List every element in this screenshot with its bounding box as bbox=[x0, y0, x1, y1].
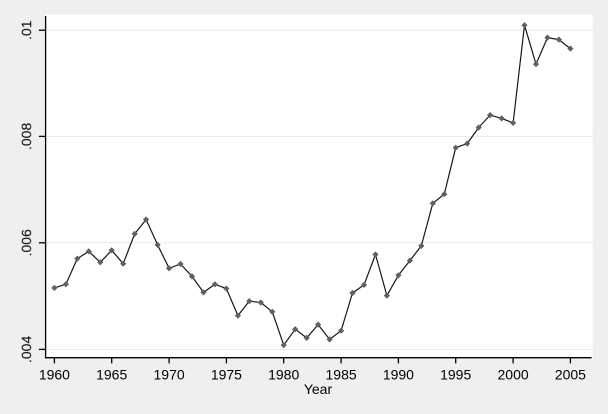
svg-text:1995: 1995 bbox=[440, 367, 471, 383]
svg-text:1965: 1965 bbox=[96, 367, 127, 383]
svg-text:1975: 1975 bbox=[211, 367, 242, 383]
svg-text:.006: .006 bbox=[18, 229, 34, 256]
svg-text:.004: .004 bbox=[18, 336, 34, 363]
svg-text:2000: 2000 bbox=[498, 367, 529, 383]
svg-text:.01: .01 bbox=[18, 20, 34, 40]
svg-text:1960: 1960 bbox=[39, 367, 70, 383]
svg-text:2005: 2005 bbox=[555, 367, 586, 383]
svg-text:1980: 1980 bbox=[268, 367, 299, 383]
svg-text:.008: .008 bbox=[18, 123, 34, 150]
svg-text:1990: 1990 bbox=[383, 367, 414, 383]
svg-text:1985: 1985 bbox=[326, 367, 357, 383]
svg-text:1970: 1970 bbox=[154, 367, 185, 383]
svg-text:Year: Year bbox=[304, 381, 333, 397]
